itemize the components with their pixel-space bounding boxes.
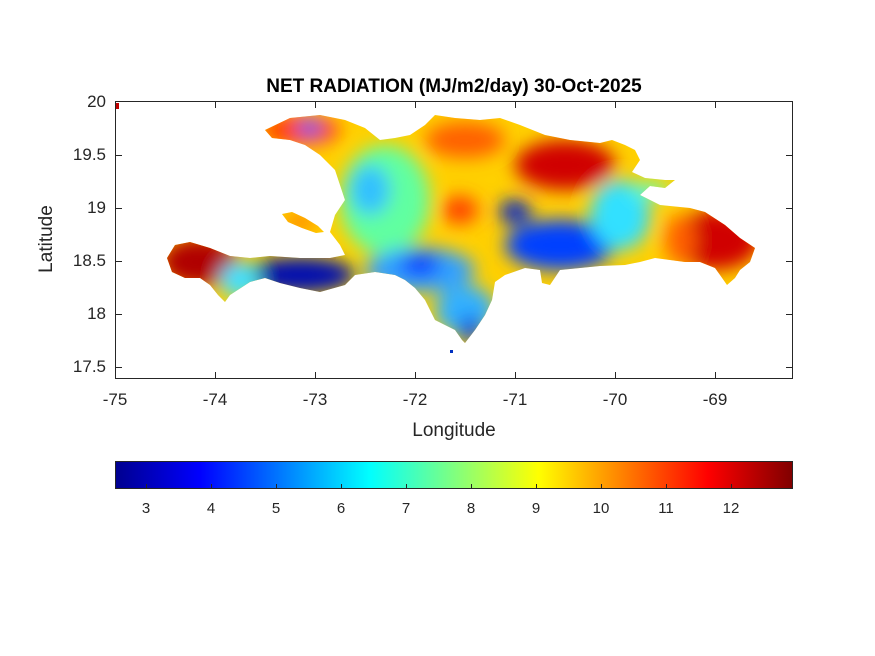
colorbar-tick-label: 3 [141, 500, 151, 517]
y-tick-label: 19 [87, 198, 106, 217]
y-tick-label: 19.5 [72, 145, 106, 164]
colorbar-tick-label: 11 [658, 500, 674, 517]
colorbar-tick-label: 5 [271, 500, 281, 517]
x-tick-label: -71 [502, 390, 528, 409]
colorbar-tick-label: 6 [336, 500, 346, 517]
y-tick-label: 17.5 [72, 357, 106, 376]
x-tick-label: -69 [702, 390, 728, 409]
x-tick-label: -70 [602, 390, 628, 409]
region-ne-dr [515, 140, 615, 190]
colorbar-tick-label: 4 [206, 500, 216, 517]
colorbar-ticks [146, 484, 732, 488]
y-tick-label: 18 [87, 304, 106, 323]
axes-box [115, 101, 793, 379]
colorbar-tick-label: 8 [466, 500, 476, 517]
x-tick-label: -72 [402, 390, 428, 409]
x-tick-label: -75 [102, 390, 128, 409]
x-tick-label: -74 [202, 390, 228, 409]
colorbar-tick-label: 9 [531, 500, 541, 517]
x-tick-label: -73 [302, 390, 328, 409]
y-tick-label: 18.5 [72, 251, 106, 270]
colorbar-tick-label: 12 [722, 500, 740, 517]
colorbar [115, 461, 793, 489]
region-central-south-dr [505, 220, 615, 270]
x-axis-label: Longitude [412, 420, 496, 441]
y-axis-label: Latitude [36, 205, 57, 273]
chart-title: NET RADIATION (MJ/m2/day) 30-Oct-2025 [266, 76, 642, 97]
radiation-field [167, 115, 755, 343]
colorbar-tick-label: 10 [592, 500, 610, 517]
region-north-central-dr [425, 122, 505, 158]
region-sw-dr [435, 285, 495, 335]
region-s-peninsula [245, 257, 355, 293]
y-tick-label: 20 [87, 92, 106, 111]
colorbar-tick-label: 7 [401, 500, 411, 517]
tick-marks [116, 102, 792, 378]
